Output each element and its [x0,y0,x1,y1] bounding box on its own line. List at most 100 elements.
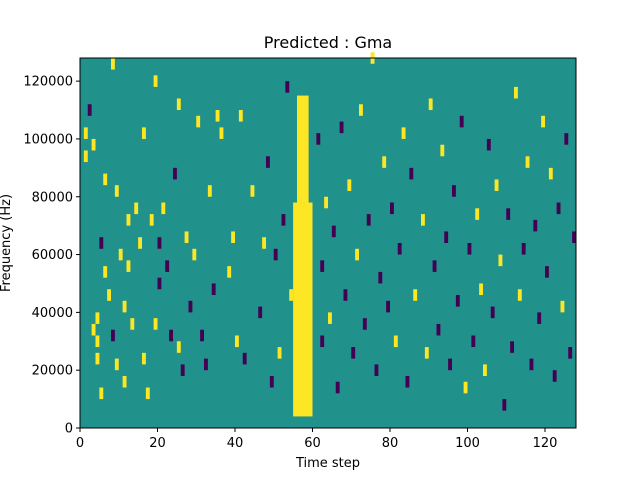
heatmap-cell [351,347,356,359]
heatmap-cell [176,341,181,353]
heatmap-cell [103,266,108,278]
heatmap-cell [335,381,340,394]
x-tick-label: 20 [149,436,166,451]
heatmap-cell [506,208,511,220]
cells-layer [83,52,576,417]
heatmap-cell [91,138,96,151]
heatmap-cell [142,127,146,139]
heatmap-cell [533,219,538,232]
heatmap-cell [227,266,232,278]
x-tick-label: 0 [76,436,84,451]
heatmap-cell [452,185,456,197]
heatmap-cell [355,248,359,261]
heatmap-cell [339,121,344,134]
heatmap-cell [114,185,119,197]
heatmap-cell [359,104,363,116]
heatmap-cell [541,115,545,128]
heatmap-cell [428,98,433,111]
heatmap-cell [99,387,104,400]
heatmap-cell [219,127,224,139]
heatmap-cell [362,318,367,330]
heatmap-cell [215,110,220,122]
heatmap-cell [548,167,553,180]
heatmap-cell [103,173,108,186]
heatmap-cell [122,300,127,313]
heatmap-cell [483,364,487,376]
heatmap-cell [188,300,193,313]
heatmap-cell [324,196,328,209]
heatmap-cell [498,254,503,267]
y-tick-label: 100000 [23,132,73,147]
y-tick-label: 40000 [32,306,73,321]
heatmap-cell [258,306,263,319]
heatmap-cell [145,387,150,400]
y-tick-label: 20000 [32,364,73,379]
heatmap-cell [157,237,162,249]
heatmap-cell [126,260,131,272]
heatmap-cell [568,347,573,359]
heatmap-cell [95,335,100,348]
heatmap-cell [510,341,514,353]
heatmap-cell [471,335,476,348]
heatmap-cell [266,156,270,168]
heatmap-cell [235,335,239,348]
heatmap-cell [130,318,135,330]
y-tick-label: 0 [65,422,73,437]
heatmap-cell [83,127,88,139]
heatmap-cell [378,271,383,284]
heatmap-cell [134,202,139,215]
heatmap-cell [114,358,119,371]
x-tick-label: 60 [304,436,321,451]
heatmap-cell [111,58,115,70]
heatmap-cell [118,248,123,261]
heatmap-cell [529,358,534,371]
heatmap-cell [494,179,499,191]
y-axis-label: Frequency (Hz) [0,194,14,292]
heatmap-cell [277,347,282,359]
heatmap-cell [176,98,181,111]
heatmap-cell [331,225,336,238]
heatmap-cell [153,75,158,87]
heatmap-cell [347,179,352,191]
heatmap-cell [320,260,325,272]
heatmap-cell [107,289,111,301]
y-tick-label: 60000 [32,248,73,263]
heatmap-cell [95,352,100,365]
heatmap-dense-band [297,95,309,203]
heatmap-cell [448,358,452,371]
heatmap-cell [444,231,449,243]
heatmap-cell [250,185,255,197]
heatmap-cell [525,156,530,168]
heatmap-cell [475,208,480,220]
heatmap-cell [122,375,127,388]
x-axis-label: Time step [295,456,360,471]
heatmap-cell [196,115,201,128]
heatmap-cell [432,260,437,272]
heatmap-cell [479,283,483,296]
heatmap-cell [382,156,387,168]
chart-title: Predicted : Gma [264,33,392,52]
heatmap-cell [556,202,561,215]
heatmap-cell [517,289,522,301]
heatmap-cell [87,104,92,116]
x-tick-label: 80 [382,436,399,451]
heatmap-cell [99,237,104,249]
heatmap-cell [173,167,177,180]
x-tick-label: 40 [227,436,244,451]
heatmap-cell [269,375,274,388]
heatmap-cell [386,300,390,313]
heatmap-cell [413,289,418,301]
x-tick-label: 120 [533,436,558,451]
heatmap-cell [157,277,162,290]
heatmap-cell [521,243,526,255]
heatmap-cell [572,231,576,243]
heatmap-cell [204,358,208,371]
heatmap-cell [436,323,441,336]
heatmap-cell [83,150,88,163]
heatmap-cell [142,352,146,365]
heatmap-cell [343,289,348,301]
plot-area [79,52,577,429]
y-tick-label: 80000 [32,190,73,205]
heatmap-cell [320,335,325,348]
